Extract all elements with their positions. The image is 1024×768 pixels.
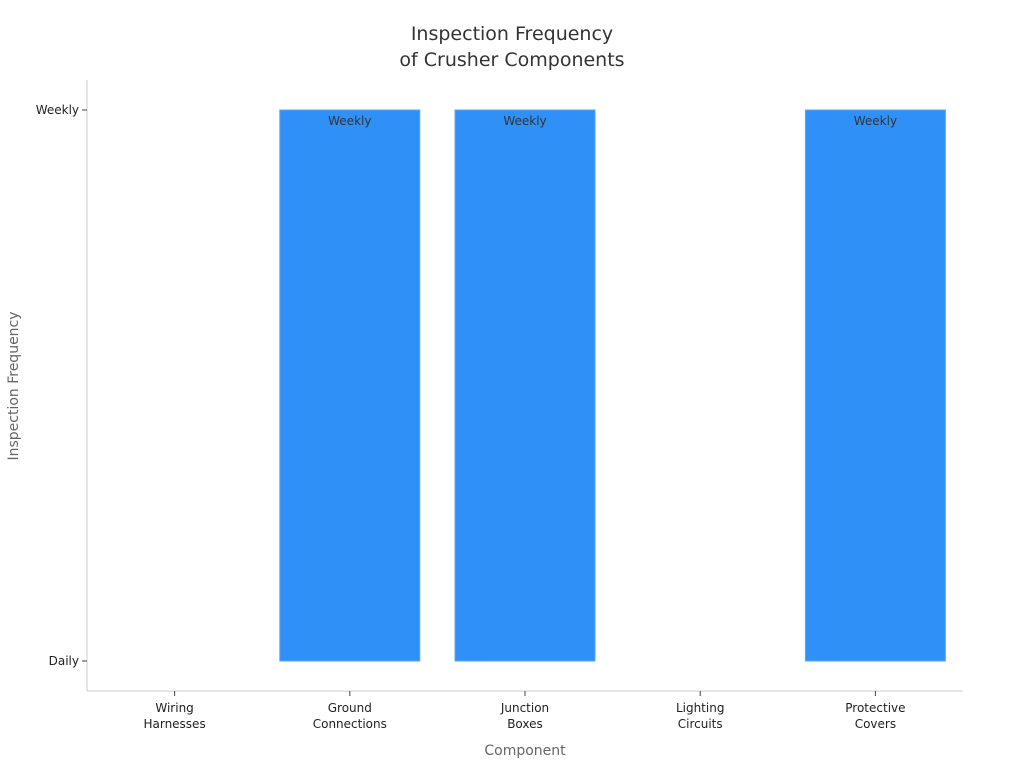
x-tick-label: Lighting Circuits: [676, 701, 725, 731]
x-tick-label: Wiring Harnesses: [143, 701, 205, 731]
x-axis-title: Component: [484, 743, 566, 759]
chart-title-line-2: of Crusher Components: [399, 49, 624, 71]
x-tick-label: Protective Covers: [845, 701, 905, 731]
chart-title-line-1: Inspection Frequency: [411, 23, 613, 45]
x-axis: Wiring Harnesses Ground Connections Junction…: [87, 690, 963, 731]
bar: [804, 109, 946, 662]
bar-data-label: Weekly: [503, 114, 546, 128]
y-axis: Daily Weekly: [36, 80, 88, 691]
bar: [454, 109, 596, 662]
y-tick-label: Daily: [49, 654, 79, 668]
x-tick-label: Ground Connections: [313, 701, 387, 731]
y-tick-label: Weekly: [36, 103, 79, 117]
bar-data-label: Weekly: [328, 114, 371, 128]
bar-labels: Weekly Weekly Weekly: [328, 114, 897, 128]
y-axis-title: Inspection Frequency: [6, 311, 22, 460]
bars: [279, 109, 946, 662]
bar: [279, 109, 421, 662]
bar-data-label: Weekly: [854, 114, 897, 128]
x-tick-label: Junction Boxes: [500, 701, 549, 731]
